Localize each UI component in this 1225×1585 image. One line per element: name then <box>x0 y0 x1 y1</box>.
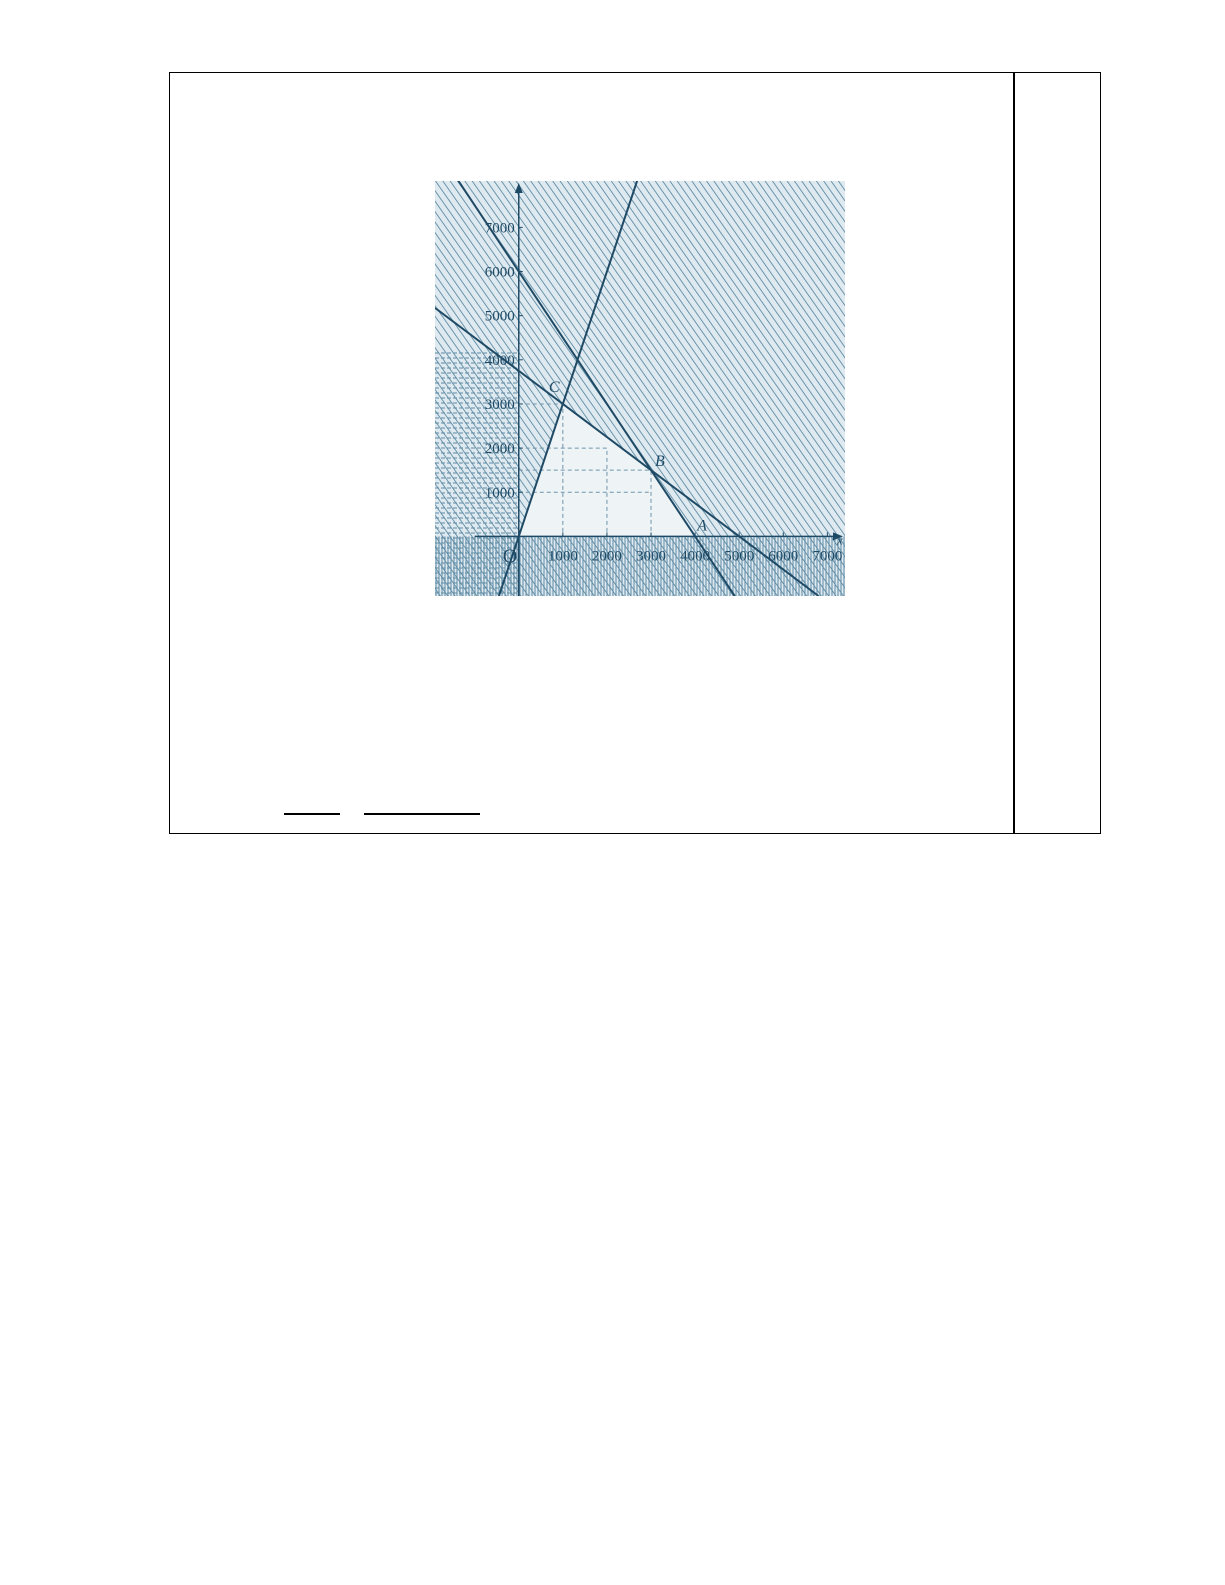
hatch-vertical <box>435 536 845 596</box>
x-axis-arrow-icon <box>833 532 843 541</box>
x-tick-label: 2000 <box>592 548 622 564</box>
feasible-region-graph: 1000 2000 3000 4000 5000 6000 7000 1000 2000 3000… <box>434 178 845 766</box>
x-tick-label: 7000 <box>812 548 842 564</box>
x-tick-label: 4000 <box>680 548 710 564</box>
origin-label: O <box>503 545 517 567</box>
constraint-line-3 <box>497 178 639 597</box>
blank-underline-1 <box>284 813 340 815</box>
y-tick-label: 1000 <box>485 485 515 501</box>
blank-underline-2 <box>364 813 480 815</box>
x-tick-label: 1000 <box>548 548 578 564</box>
y-axis-arrow-icon <box>514 183 523 193</box>
y-tick-label: 4000 <box>485 353 515 369</box>
answer-table: 1000 2000 3000 4000 5000 6000 7000 1000 2000 3000… <box>169 72 1101 834</box>
column-divider <box>1013 73 1015 833</box>
y-tick-label: 7000 <box>485 220 515 236</box>
y-tick-label: 2000 <box>485 441 515 457</box>
x-tick-label: 6000 <box>768 548 798 564</box>
vertex-label-C: C <box>549 379 560 396</box>
x-axis-label: x <box>836 532 843 547</box>
vertex-label-A: A <box>696 517 707 534</box>
guide-dashed-line <box>518 469 652 537</box>
chart-svg: 1000 2000 3000 4000 5000 6000 7000 1000 2000 3000… <box>434 178 845 766</box>
y-tick-label: 5000 <box>485 309 515 325</box>
vertex-label-B: B <box>655 453 665 470</box>
y-tick-label: 3000 <box>485 397 515 413</box>
constraint-line-1 <box>456 178 736 597</box>
constraint-line-2 <box>434 307 820 597</box>
x-tick-label: 5000 <box>724 548 754 564</box>
x-tick-label: 3000 <box>636 548 666 564</box>
y-tick-label: 6000 <box>485 265 515 281</box>
